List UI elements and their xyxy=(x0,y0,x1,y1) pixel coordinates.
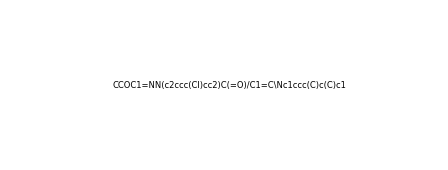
Text: CCOC1=NN(c2ccc(Cl)cc2)C(=O)/C1=C\Nc1ccc(C)c(C)c1: CCOC1=NN(c2ccc(Cl)cc2)C(=O)/C1=C\Nc1ccc(… xyxy=(112,81,347,90)
